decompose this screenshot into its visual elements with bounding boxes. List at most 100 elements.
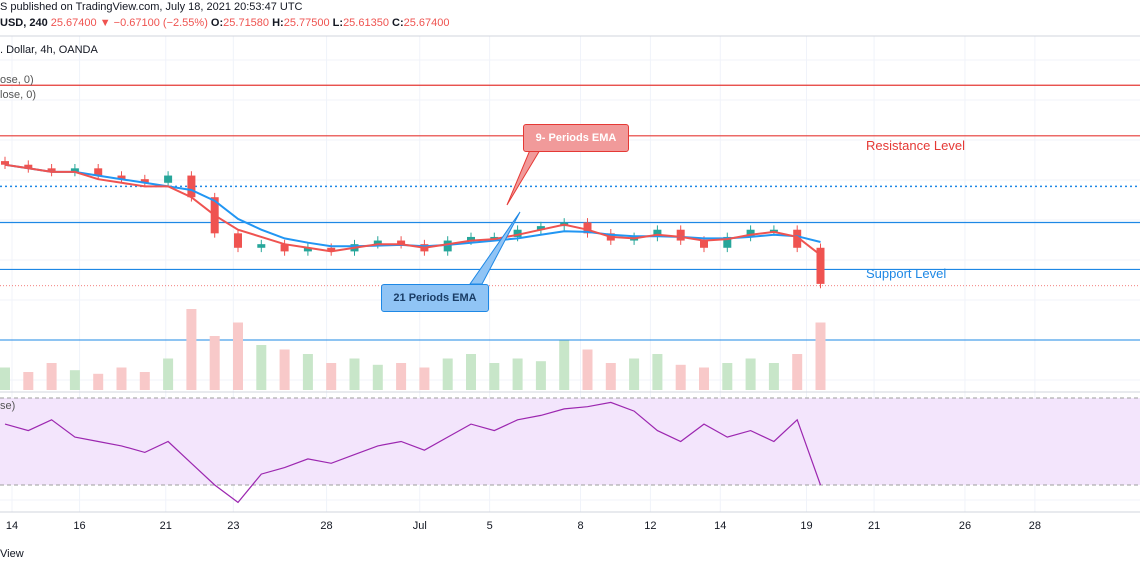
volume-bar [186, 309, 197, 390]
volume-bar [745, 358, 756, 390]
rsi-band [0, 398, 1140, 485]
ema9-line [4, 163, 822, 256]
ohlc-line: USD, 240 25.67400 ▼ −0.67100 (−2.55%) O:… [0, 17, 450, 29]
candle-body [793, 229, 802, 248]
candle-body [723, 236, 732, 248]
volume-bar [163, 358, 174, 390]
x-tick-label: 12 [644, 520, 657, 532]
rsi-line [4, 401, 822, 504]
ema-legend-2: lose, 0) [0, 89, 37, 101]
ema21-line [4, 163, 821, 248]
resistance-label: Resistance Level [866, 138, 965, 153]
candle-body [47, 168, 56, 172]
candle-body [467, 236, 475, 241]
volume-bar [23, 372, 34, 390]
candle-body [187, 175, 196, 198]
volume-bar [93, 373, 104, 390]
candle-body [746, 229, 755, 237]
volume-bar [209, 336, 220, 390]
candle-body [70, 168, 79, 172]
volume-bar [442, 358, 453, 390]
volume-bar [46, 363, 57, 390]
candle-body [536, 226, 545, 230]
candle-body [164, 175, 173, 183]
instrument-line: . Dollar, 4h, OANDA [0, 44, 98, 56]
candle-body [653, 229, 662, 237]
volume-bar [419, 367, 430, 390]
volume-bar [699, 367, 709, 390]
volume-bar [279, 349, 290, 390]
volume-bar [559, 340, 570, 390]
close-label: C: [392, 17, 404, 29]
low-label: L: [332, 17, 344, 29]
candle-body [117, 175, 126, 180]
candle-body [257, 244, 266, 248]
volume-bar [349, 358, 360, 390]
candle-body [280, 244, 289, 252]
x-tick-label: 16 [73, 520, 86, 532]
publish-line: S published on TradingView.com, July 18,… [0, 1, 303, 13]
volume-bar [396, 363, 407, 390]
volume-bar [582, 349, 593, 390]
low-value: 25.61350 [343, 17, 389, 29]
price-change: −0.67100 (−2.55%) [113, 17, 208, 29]
x-tick-label: 26 [958, 520, 972, 532]
volume-bar [722, 363, 733, 390]
open-value: 25.71580 [223, 17, 270, 29]
candle-body [234, 233, 242, 248]
volume-bar [652, 354, 663, 390]
last-price: 25.67400 [50, 17, 97, 29]
x-tick-label: 21 [867, 520, 881, 532]
candle-body [303, 247, 312, 252]
candle-body [676, 229, 685, 241]
rsi-legend: se) [0, 400, 16, 412]
x-tick-label: 19 [800, 520, 813, 532]
close-value: 25.67400 [403, 17, 450, 29]
volume-bar [629, 358, 640, 390]
candle-body [94, 168, 103, 176]
volume-bar [675, 364, 686, 390]
ema9-callout: 9- Periods EMA [523, 124, 629, 152]
x-tick-label: 14 [5, 520, 19, 532]
volume-bar [139, 372, 150, 390]
volume-bar [302, 354, 313, 390]
x-tick-label: 5 [486, 520, 493, 532]
candle-body [24, 164, 33, 169]
volume-bar [0, 367, 10, 390]
ema-legend-1: ose, 0) [0, 74, 34, 86]
candle-body [700, 240, 708, 248]
candle-body [397, 240, 406, 245]
volume-bar [372, 364, 383, 390]
candle-body [1, 161, 9, 165]
candle-body [816, 247, 825, 284]
volume-bar [605, 363, 616, 390]
candle-body [140, 179, 149, 183]
high-value: 25.77500 [283, 17, 330, 29]
x-tick-label: Jul [412, 520, 427, 532]
x-tick-label: 28 [1028, 520, 1041, 532]
volume-bar [489, 363, 500, 390]
volume-bar [512, 358, 523, 390]
x-tick-label: 28 [320, 520, 333, 532]
x-tick-label: 21 [159, 520, 172, 532]
candle-body [583, 222, 592, 234]
candle-body [373, 240, 382, 245]
candle-body [769, 229, 778, 232]
volume-bar [256, 345, 267, 390]
brand-footer: View [0, 548, 24, 560]
ema9-pointer [506, 149, 541, 206]
volume-bar [815, 322, 826, 390]
x-tick-label: 8 [577, 520, 584, 532]
ema21-callout: 21 Periods EMA [381, 284, 489, 312]
volume-bar [792, 354, 803, 390]
high-label: H: [272, 17, 284, 29]
candle-body [327, 247, 336, 252]
volume-bar [233, 322, 243, 390]
volume-bar [768, 363, 779, 390]
callout-pointers [469, 149, 541, 285]
candle-body [443, 240, 452, 252]
volume-bar [326, 363, 337, 390]
down-arrow-icon: ▼ [99, 17, 111, 29]
